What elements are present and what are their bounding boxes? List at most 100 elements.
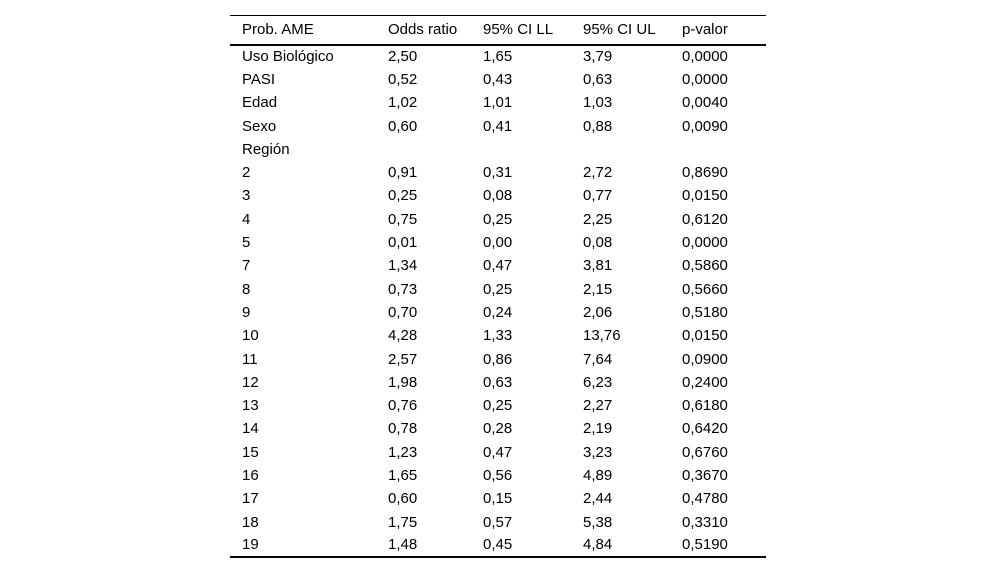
value-cell: 4,89 [583,466,613,484]
row-label-cell: 11 [242,350,258,368]
row-label-cell: 17 [242,490,259,508]
column-header: 95% CI LL [483,15,583,46]
value-cell: 0,63 [483,373,513,391]
value-cell: 0,60 [388,117,418,135]
value-cell: 0,73 [388,280,418,298]
value-cell: 13,76 [583,327,621,345]
table-row: 13 0,76 0,25 2,27 0,6180 [230,394,766,417]
value-cell: 2,50 [388,48,418,66]
value-cell: 7,64 [583,350,613,368]
value-cell: 0,6120 [682,210,728,228]
table-body: Uso Biológico 2,50 1,65 3,79 0,0000 PASI 0,52 0… [230,45,766,558]
column-header: 95% CI UL [583,15,682,46]
row-label-cell: 18 [242,513,259,531]
value-cell: 0,47 [483,443,513,461]
value-cell: 0,78 [388,420,418,438]
value-cell: 2,57 [388,350,418,368]
value-cell: 0,60 [388,490,418,508]
value-cell: 0,88 [583,117,613,135]
table-row: 12 1,98 0,63 6,23 0,2400 [230,371,766,394]
value-cell: 0,5660 [682,280,728,298]
table-row: 19 1,48 0,45 4,84 0,5190 [230,534,766,557]
value-cell: 0,5860 [682,257,728,275]
row-label-cell: 10 [242,327,259,345]
value-cell: 4,28 [388,327,418,345]
table-row: 3 0,25 0,08 0,77 0,0150 [230,184,766,207]
value-cell: 1,23 [388,443,418,461]
value-cell: 0,31 [483,164,513,182]
table-row: 9 0,70 0,24 2,06 0,5180 [230,301,766,324]
value-cell: 0,6420 [682,420,728,438]
row-label-cell: PASI [242,70,276,88]
table-row: 15 1,23 0,47 3,23 0,6760 [230,441,766,464]
row-label-cell: 5 [242,234,251,252]
value-cell: 0,86 [483,350,513,368]
value-cell: 2,15 [583,280,613,298]
value-cell: 0,77 [583,187,613,205]
value-cell: 0,0040 [682,94,728,112]
row-label-cell: 9 [242,303,251,321]
row-label-cell: Uso Biológico [242,48,334,66]
table-row: Edad 1,02 1,01 1,03 0,0040 [230,91,766,114]
value-cell: 0,28 [483,420,513,438]
table-row: 7 1,34 0,47 3,81 0,5860 [230,254,766,277]
row-label-cell: 12 [242,373,259,391]
row-label-cell: Región [242,140,290,158]
value-cell: 0,0000 [682,48,728,66]
value-cell [483,138,583,161]
value-cell: 2,44 [583,490,613,508]
value-cell: 0,76 [388,397,418,415]
value-cell: 0,0150 [682,187,728,205]
value-cell: 0,70 [388,303,418,321]
value-cell: 0,75 [388,210,418,228]
value-cell: 1,48 [388,536,418,554]
value-cell: 3,79 [583,48,613,66]
value-cell [583,138,682,161]
value-cell: 0,6180 [682,397,728,415]
value-cell: 0,45 [483,536,513,554]
value-cell: 0,57 [483,513,513,531]
value-cell: 3,81 [583,257,613,275]
value-cell: 2,25 [583,210,613,228]
value-cell: 0,08 [583,234,613,252]
column-header: Odds ratio [388,15,483,46]
value-cell: 5,38 [583,513,613,531]
results-table: Prob. AME Odds ratio 95% CI LL 95% CI UL p-v… [230,15,766,559]
table-row: Región [230,138,766,161]
table-row: 2 0,91 0,31 2,72 0,8690 [230,161,766,184]
value-cell: 0,0090 [682,117,728,135]
column-header: p-valor [682,15,766,46]
value-cell: 2,06 [583,303,613,321]
value-cell: 0,24 [483,303,513,321]
value-cell: 0,43 [483,70,513,88]
value-cell: 0,25 [388,187,418,205]
value-cell: 3,23 [583,443,613,461]
value-cell: 0,2400 [682,373,728,391]
value-cell: 0,56 [483,466,513,484]
row-label-cell: 3 [242,187,251,205]
table-header-row: Prob. AME Odds ratio 95% CI LL 95% CI UL p-v… [230,15,766,46]
value-cell: 0,47 [483,257,513,275]
value-cell: 0,00 [483,234,513,252]
value-cell: 1,02 [388,94,418,112]
value-cell: 1,01 [483,94,513,112]
row-label-cell: 15 [242,443,259,461]
value-cell: 0,25 [483,397,513,415]
value-cell: 0,41 [483,117,513,135]
value-cell: 1,33 [483,327,513,345]
table-row: 5 0,01 0,00 0,08 0,0000 [230,231,766,254]
table-row: Uso Biológico 2,50 1,65 3,79 0,0000 [230,45,766,68]
value-cell: 1,65 [388,466,418,484]
value-cell: 1,03 [583,94,613,112]
row-label-cell: 19 [242,536,259,554]
table-row: 14 0,78 0,28 2,19 0,6420 [230,417,766,440]
table-row: 17 0,60 0,15 2,44 0,4780 [230,487,766,510]
value-cell: 2,27 [583,397,613,415]
table-header: Prob. AME Odds ratio 95% CI LL 95% CI UL p-v… [230,15,766,46]
value-cell: 0,0900 [682,350,728,368]
table-row: 8 0,73 0,25 2,15 0,5660 [230,277,766,300]
value-cell: 6,23 [583,373,613,391]
column-header: Prob. AME [230,15,388,46]
value-cell: 0,0150 [682,327,728,345]
value-cell [388,138,483,161]
